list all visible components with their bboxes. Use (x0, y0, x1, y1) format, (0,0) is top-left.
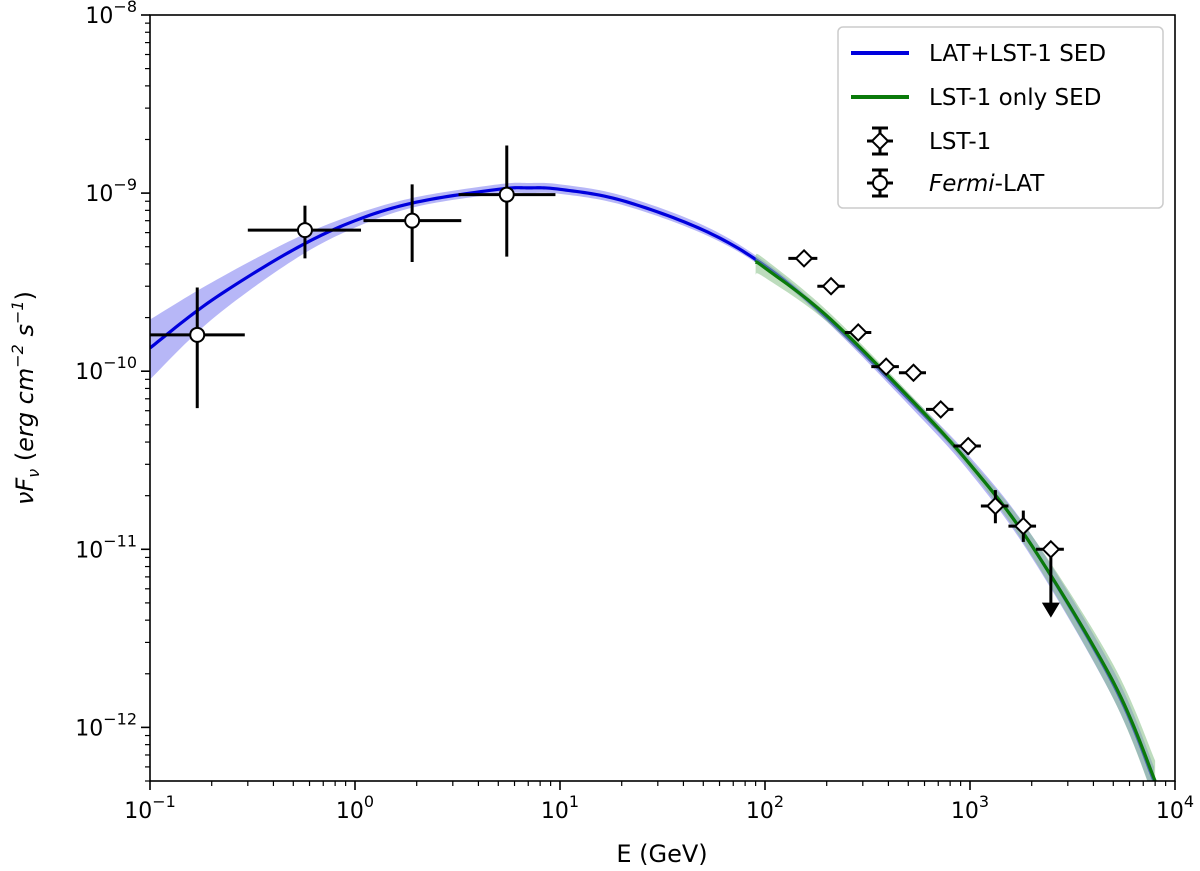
plot-frame (149, 14, 1176, 782)
lst1-marker (794, 248, 814, 268)
lst1-point (788, 248, 818, 268)
lst1-marker (876, 357, 896, 377)
x-tick-label: 10−1 (124, 792, 176, 824)
lst1-point (1036, 539, 1064, 618)
y-tick-label: 10−11 (75, 531, 137, 563)
fermi-lat-point (150, 287, 245, 409)
lst1-marker (931, 400, 951, 419)
lst1-point (1008, 510, 1037, 542)
legend: LAT+LST-1 SED LST-1 only SED LST-1 Fermi… (837, 26, 1164, 209)
legend-marker-lst1 (867, 126, 893, 156)
lst1-marker (985, 496, 1005, 516)
lst1-point (871, 357, 899, 377)
legend-frame (837, 26, 1164, 209)
x-tick-label: 102 (746, 792, 784, 824)
lst1-marker (821, 276, 841, 296)
sed-band-lst1-only (755, 253, 1156, 781)
x-tick-label: 100 (336, 792, 374, 824)
lst1-marker (1013, 516, 1033, 536)
legend-marker-fermi-lat (867, 168, 893, 198)
fermi-lat-marker (189, 326, 206, 343)
fermi-lat-marker (296, 222, 313, 239)
lst1-point (925, 400, 954, 419)
lst1-marker (958, 436, 978, 456)
lst1-point (980, 490, 1009, 524)
fermi-lat-point (458, 145, 556, 257)
sed-line-lst1-only (754, 260, 1157, 781)
lst1-point (844, 323, 872, 342)
y-tick-label: 10−10 (75, 353, 137, 385)
y-axis-label: νFν (erg cm−2 s−1) (8, 291, 43, 505)
legend-label-lst1-only-sed: LST-1 only SED (929, 85, 1101, 111)
sed-band-lat-lst1 (150, 182, 1155, 781)
y-tick-label: 10−8 (85, 0, 137, 29)
lst1-marker (848, 323, 868, 342)
lst1-point (953, 436, 981, 456)
plot-area (150, 145, 1157, 781)
fermi-lat-point (247, 205, 362, 259)
fermi-lat-marker (404, 212, 421, 229)
y-tick-label: 10−9 (85, 175, 137, 207)
y-axis: 10−12 10−11 10−10 10−9 10−8 (75, 0, 150, 782)
x-tick-label: 101 (541, 792, 579, 824)
lst1-marker (904, 363, 923, 383)
legend-label-lst1: LST-1 (929, 129, 991, 155)
x-tick-label: 104 (1156, 792, 1194, 824)
y-tick-label: 10−12 (75, 709, 137, 741)
lst1-point (817, 276, 845, 296)
fermi-lat-marker (498, 186, 515, 203)
x-tick-label: 103 (951, 792, 989, 824)
sed-line-lat-lst1 (150, 186, 1156, 781)
x-axis: 10−1 100 101 102 103 104 (124, 781, 1194, 824)
lst1-point (898, 363, 926, 383)
legend-label-lat-lst1-sed: LAT+LST-1 SED (929, 41, 1106, 67)
fermi-lat-point (363, 184, 462, 263)
lst1-marker (1041, 539, 1061, 559)
lst1-upper-limit-arrow (1041, 602, 1060, 618)
x-axis-label: E (GeV) (616, 840, 707, 868)
legend-label-fermi-lat: Fermi-LAT (929, 171, 1045, 197)
